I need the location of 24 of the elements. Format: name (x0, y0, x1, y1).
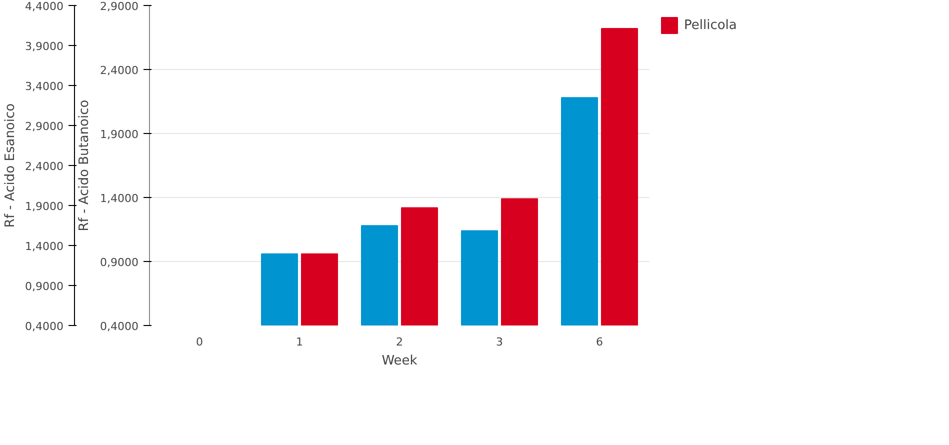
y-tick-label: 1,9000 (100, 128, 139, 141)
y2-tick-label: 4,4000 (25, 0, 64, 13)
y-tick-label: 2,4000 (100, 64, 139, 77)
x-tick-label: 0 (196, 336, 203, 348)
x-tick-label: 2 (396, 336, 403, 348)
y-tick-label: 0,4000 (100, 320, 139, 333)
y2-tick-label: 3,4000 (25, 80, 64, 93)
y2-tick-label: 2,4000 (25, 160, 64, 173)
y2-axis-title: Rf - Acido Esanoico (3, 103, 18, 228)
x-tick-label: 3 (496, 336, 503, 348)
legend-label: Pellicola (684, 18, 737, 32)
y2-tick-label: 2,9000 (25, 120, 64, 133)
y2-tick-label: 0,4000 (25, 320, 64, 333)
y2-tick-label: 1,9000 (25, 200, 64, 213)
x-tick-label: 1 (296, 336, 303, 348)
y-tick-label: 2,9000 (100, 0, 139, 13)
y2-tick-label: 3,9000 (25, 40, 64, 53)
y2-tick-label: 1,4000 (25, 240, 64, 253)
x-tick-label: 6 (596, 336, 603, 348)
y-axis-title: Rf - Acido Butanoico (77, 100, 92, 232)
y2-tick-label: 0,9000 (25, 280, 64, 293)
y-tick-label: 0,9000 (100, 256, 139, 269)
x-axis-title: Week (382, 354, 418, 368)
y-tick-label: 1,4000 (100, 192, 139, 205)
